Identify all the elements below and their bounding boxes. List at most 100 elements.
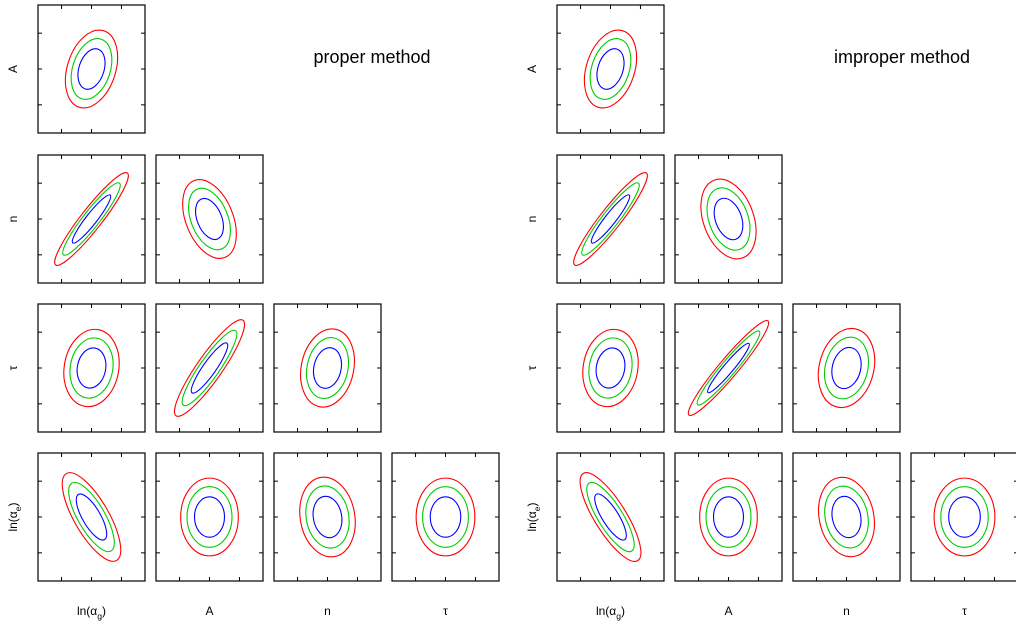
contour-middle: [422, 486, 469, 548]
cell-frame: [37, 452, 146, 582]
cell-frame: [674, 303, 783, 433]
contour-outer: [700, 178, 757, 260]
contour-inner: [190, 342, 229, 394]
contour-middle: [68, 481, 115, 553]
contour-outer: [173, 319, 246, 417]
contour-inner: [195, 197, 224, 241]
contour-inner: [312, 495, 343, 539]
contour-cell-n-vs-tau: [792, 303, 901, 433]
contour-inner: [76, 347, 107, 389]
contour-cell-a-vs-n: [674, 154, 783, 284]
cell-frame: [792, 452, 901, 582]
cell-frame: [910, 452, 1016, 582]
contour-cell-lnalpha-g-vs-tau: [556, 303, 665, 433]
x-axis-label-a: A: [205, 604, 213, 618]
contour-outer: [54, 172, 129, 266]
x-axis-label-n: n: [843, 604, 850, 618]
contour-inner: [712, 496, 745, 538]
x-axis-label-tau: τ: [443, 604, 448, 618]
contour-middle: [696, 330, 761, 406]
cell-frame: [674, 452, 783, 582]
x-axis-label-lnalpha-g: ln(αg): [596, 604, 625, 621]
y-axis-label-a: A: [525, 65, 539, 73]
contour-middle: [69, 337, 114, 399]
contour-inner: [429, 496, 462, 538]
contour-inner: [71, 194, 112, 244]
contour-middle: [940, 486, 989, 548]
contour-inner: [948, 496, 981, 538]
contour-outer: [182, 179, 237, 259]
cell-frame: [37, 303, 146, 433]
y-axis-label-tau: τ: [525, 365, 539, 370]
contour-middle: [705, 486, 752, 548]
contour-outer: [64, 29, 119, 109]
contour-cell-a-vs-tau: [674, 303, 783, 433]
cell-frame: [792, 303, 901, 433]
contour-cell-a-vs-lnalpha-e: [155, 452, 264, 582]
contour-cell-a-vs-lnalpha-e: [674, 452, 783, 582]
contour-middle: [588, 337, 633, 399]
contour-outer: [933, 477, 996, 557]
y-axis-label-tau: τ: [6, 365, 20, 370]
x-axis-label-tau: τ: [962, 604, 967, 618]
contour-outer: [415, 477, 476, 557]
cell-frame: [37, 4, 146, 134]
contour-inner: [594, 493, 627, 541]
contour-inner: [193, 496, 226, 538]
contour-middle: [186, 486, 233, 548]
contour-middle: [589, 38, 632, 100]
contour-inner: [831, 495, 862, 539]
contour-middle: [823, 336, 870, 400]
x-axis-label-a: A: [724, 604, 732, 618]
contour-cell-lnalpha-g-vs-n: [556, 154, 665, 284]
contour-outer: [699, 477, 758, 557]
cell-frame: [273, 452, 382, 582]
contour-outer: [299, 476, 356, 558]
contour-middle: [70, 38, 113, 100]
contour-cell-lnalpha-g-vs-a: [37, 4, 146, 134]
contour-middle: [188, 187, 231, 251]
contour-cell-lnalpha-g-vs-lnalpha-e: [37, 452, 146, 582]
contour-inner: [75, 493, 108, 541]
x-axis-label-lnalpha-g: ln(αg): [77, 604, 106, 621]
y-axis-label-lnalpha-e: ln(αe): [525, 502, 542, 531]
contour-outer: [573, 172, 648, 266]
cell-frame: [273, 303, 382, 433]
panel-title: improper method: [834, 47, 970, 67]
contour-cell-lnalpha-g-vs-lnalpha-e: [556, 452, 665, 582]
cell-frame: [37, 154, 146, 284]
contour-outer: [687, 319, 770, 417]
contour-outer: [579, 472, 642, 562]
cell-frame: [155, 154, 264, 284]
contour-inner: [713, 197, 744, 241]
contour-inner: [595, 347, 626, 389]
cell-frame: [391, 452, 500, 582]
cell-frame: [674, 154, 783, 284]
cell-frame: [556, 4, 665, 134]
x-axis-label-n: n: [324, 604, 331, 618]
contour-outer: [817, 327, 876, 409]
y-axis-label-n: n: [6, 216, 20, 223]
contour-cell-tau-vs-lnalpha-e: [910, 452, 1016, 582]
contour-middle: [305, 485, 350, 549]
contour-outer: [583, 29, 638, 109]
contour-cell-lnalpha-g-vs-n: [37, 154, 146, 284]
contour-middle: [305, 337, 350, 399]
contour-inner: [831, 346, 862, 390]
cell-frame: [556, 452, 665, 582]
y-axis-label-n: n: [525, 216, 539, 223]
contour-middle: [181, 329, 238, 407]
contour-inner: [707, 342, 750, 394]
contour-cell-tau-vs-lnalpha-e: [391, 452, 500, 582]
y-axis-label-lnalpha-e: ln(αe): [6, 502, 23, 531]
contour-inner: [590, 194, 631, 244]
y-axis-label-a: A: [6, 65, 20, 73]
contour-outer: [180, 477, 239, 557]
contour-cell-lnalpha-g-vs-tau: [37, 303, 146, 433]
cell-frame: [556, 154, 665, 284]
cell-frame: [556, 303, 665, 433]
contour-middle: [586, 481, 635, 553]
contour-inner: [312, 347, 343, 389]
contour-outer: [63, 328, 120, 408]
